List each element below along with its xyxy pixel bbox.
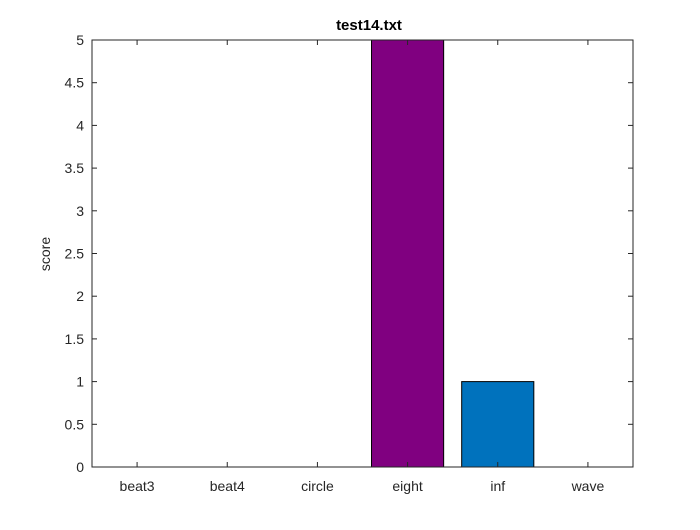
x-axis-ticks: beat3 beat4 circle eight inf wave: [120, 40, 605, 494]
y-tick-label: 3: [76, 203, 84, 219]
y-tick-label: 3.5: [65, 160, 85, 176]
y-tick-label: 0.5: [65, 416, 85, 432]
x-tick-label-beat3: beat3: [120, 478, 155, 494]
bar-inf: [461, 381, 535, 468]
y-tick-label: 1: [76, 374, 84, 390]
x-tick-label-beat4: beat4: [210, 478, 245, 494]
y-tick-label: 5: [76, 32, 84, 48]
bars: [371, 39, 535, 468]
y-tick-label: 4: [76, 117, 84, 133]
chart-title: test14.txt: [336, 17, 402, 34]
y-tick-label: 2: [76, 288, 84, 304]
bar-eight: [371, 39, 445, 468]
y-axis-label: score: [37, 237, 53, 271]
y-tick-label: 2.5: [65, 246, 85, 262]
y-axis-ticks: 0 0.5 1 1.5 2 2.5 3 3.5 4 4.5 5: [65, 32, 633, 475]
y-tick-label: 0: [76, 459, 84, 475]
x-tick-label-circle: circle: [301, 478, 334, 494]
x-tick-label-eight: eight: [392, 478, 422, 494]
y-tick-label: 4.5: [65, 75, 85, 91]
x-tick-label-wave: wave: [571, 478, 605, 494]
y-tick-label: 1.5: [65, 331, 85, 347]
plot-frame: [91, 39, 634, 468]
x-tick-label-inf: inf: [490, 478, 505, 494]
